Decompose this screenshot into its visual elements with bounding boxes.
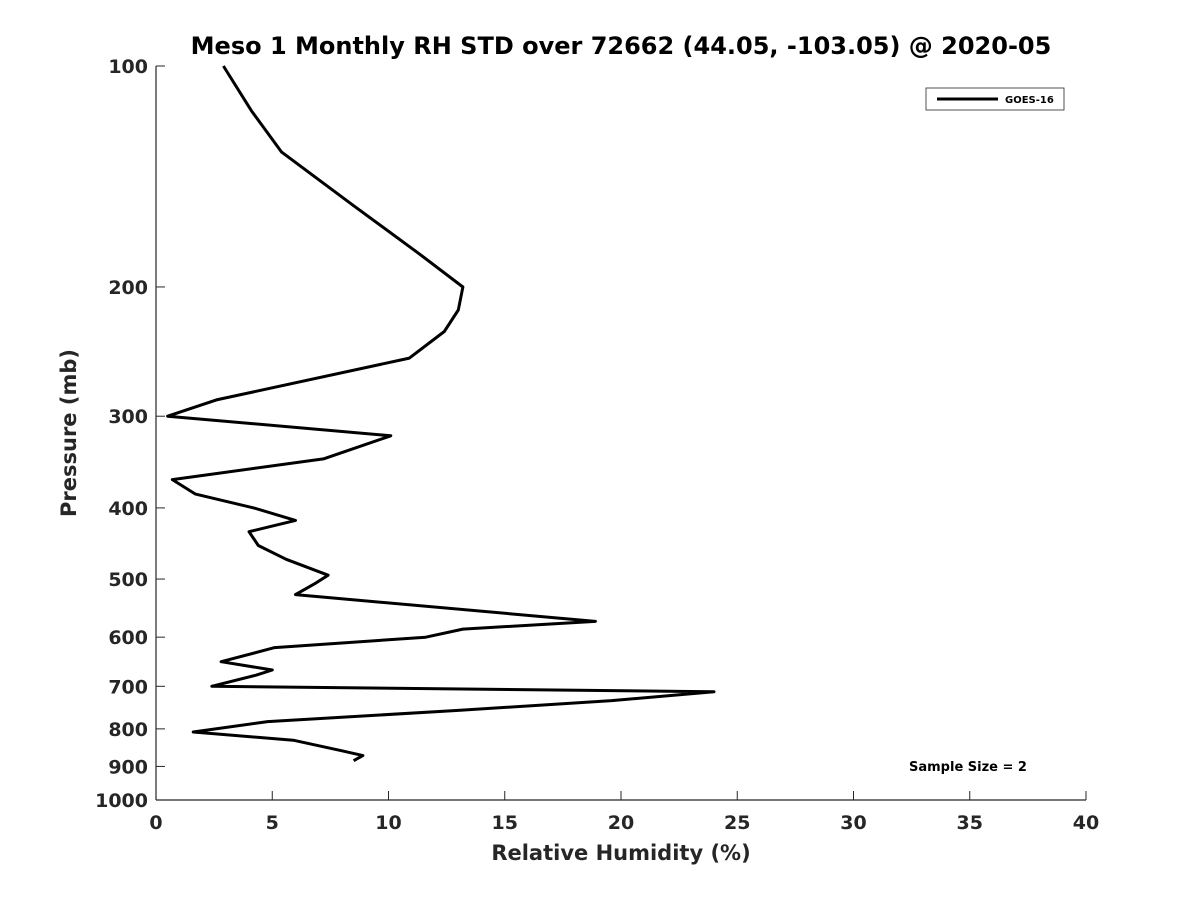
sample-size-annotation: Sample Size = 2 [909,760,1027,775]
y-tick-label: 200 [108,277,148,299]
y-tick-label: 400 [108,498,148,520]
x-tick-label: 0 [149,812,162,834]
y-tick-label: 1000 [95,790,148,812]
series-line-goes-16 [166,65,716,763]
x-tick-label: 20 [608,812,634,834]
x-tick-label: 5 [266,812,279,834]
x-ticks: 0 5 10 15 20 25 30 35 40 [149,791,1099,834]
series-layer [166,65,716,763]
x-tick-label: 40 [1073,812,1099,834]
legend-label-goes-16: GOES-16 [1005,95,1054,106]
y-tick-label: 600 [108,627,148,649]
y-tick-label: 700 [108,676,148,698]
x-tick-label: 10 [375,812,401,834]
x-tick-label: 15 [492,812,518,834]
x-tick-label: 30 [840,812,866,834]
y-tick-label: 800 [108,719,148,741]
y-tick-label: 300 [108,406,148,428]
x-tick-label: 35 [957,812,983,834]
y-tick-label: 900 [108,756,148,778]
y-tick-label: 500 [108,569,148,591]
x-tick-label: 25 [724,812,750,834]
y-tick-label: 100 [108,56,148,78]
chart-title: Meso 1 Monthly RH STD over 72662 (44.05,… [191,32,1052,60]
y-ticks: 100 200 300 400 500 600 700 800 900 1000 [95,56,165,812]
legend: GOES-16 [925,87,1065,111]
y-axis-label: Pressure (mb) [57,349,81,517]
x-axis-label: Relative Humidity (%) [491,841,750,865]
